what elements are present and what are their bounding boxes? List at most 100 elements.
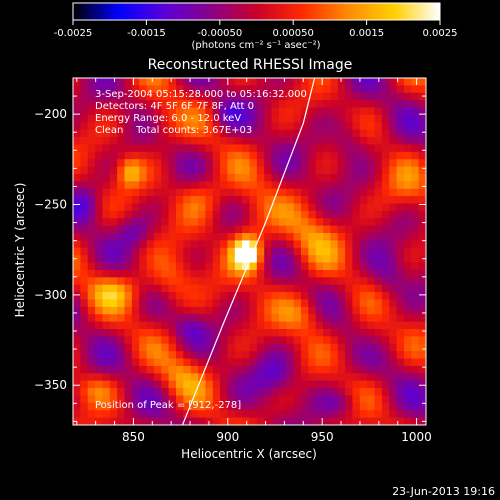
heatmap-cell [205,203,214,212]
heatmap-cell [242,388,251,397]
heatmap-cell [293,137,302,146]
heatmap-cell [374,402,383,411]
heatmap-cell [87,255,96,264]
heatmap-cell [242,373,251,382]
heatmap-cell [131,373,140,382]
heatmap-cell [367,151,376,160]
heatmap-cell [139,299,148,308]
heatmap-cell [337,100,346,109]
heatmap-cell [124,292,133,301]
heatmap-cell [278,284,287,293]
heatmap-cell [234,321,243,330]
heatmap-cell [323,203,331,212]
heatmap-cell [396,122,405,131]
heatmap-cell [308,144,317,153]
heatmap-cell [352,247,361,256]
heatmap-cell [212,321,221,330]
heatmap-cell [175,336,184,345]
heatmap-cell [330,351,339,360]
heatmap-cell [381,247,390,256]
heatmap-cell [234,203,243,212]
heatmap-cell [175,129,184,138]
heatmap-cell [102,358,111,367]
heatmap-cell [330,410,339,419]
heatmap-cell [256,277,265,286]
heatmap-cell [323,92,331,101]
heatmap-cell [146,388,155,397]
heatmap-cell [337,218,346,227]
heatmap-cell [249,410,258,419]
heatmap-cell [323,218,331,227]
heatmap-cell [109,373,118,382]
heatmap-cell [175,351,184,360]
heatmap-cell [234,166,243,175]
heatmap-cell [374,85,383,94]
heatmap-cell [396,402,405,411]
heatmap-cell [190,299,199,308]
heatmap-cell [359,314,368,323]
heatmap-cell [330,336,339,345]
heatmap-cell [175,321,184,330]
heatmap-cell [315,100,324,109]
heatmap-cell [205,351,214,360]
heatmap-cell [117,196,126,205]
heatmap-cell [234,92,243,101]
heatmap-cell [389,380,398,389]
heatmap-cell [102,247,111,256]
heatmap-cell [227,92,236,101]
heatmap-cell [249,196,258,205]
heatmap-cell [330,151,339,160]
heatmap-cell [109,388,118,397]
heatmap-cell [264,181,273,190]
heatmap-cell [220,388,229,397]
heatmap-cell [153,100,162,109]
heatmap-cell [73,284,81,293]
heatmap-cell [345,100,354,109]
heatmap-cell [80,78,89,86]
heatmap-cell [227,380,236,389]
heatmap-cell [205,114,214,123]
x-tick-label: 950 [311,430,334,444]
heatmap-cell [131,292,140,301]
heatmap-cell [146,107,155,116]
heatmap-cell [418,129,426,138]
heatmap-cell [190,329,199,337]
heatmap-cell [95,78,104,86]
heatmap-cell [418,107,426,116]
heatmap-cell [161,269,170,278]
heatmap-cell [249,85,258,94]
heatmap-cell [389,203,398,212]
heatmap-cell [367,137,376,146]
heatmap-cell [278,321,287,330]
heatmap-cell [300,373,309,382]
heatmap-cell [418,292,426,301]
heatmap-cell [102,225,111,234]
heatmap-cell [175,188,184,197]
heatmap-cell [124,365,133,374]
heatmap-cell [308,159,317,168]
heatmap-cell [249,129,258,138]
heatmap-cell [131,114,140,123]
heatmap-cell [220,188,229,197]
heatmap-cell [264,299,273,308]
heatmap-cell [359,365,368,374]
heatmap-cell [161,410,170,419]
heatmap-cell [330,306,339,315]
heatmap-cell [381,417,390,425]
heatmap-cell [271,351,280,360]
heatmap-cell [396,358,405,367]
heatmap-cell [315,107,324,116]
heatmap-cell [131,100,140,109]
heatmap-cell [139,292,148,301]
heatmap-cell [242,218,251,227]
heatmap-cell [205,122,214,131]
heatmap-cell [293,210,302,219]
heatmap-cell [381,373,390,382]
heatmap-cell [153,92,162,101]
heatmap-cell [352,107,361,116]
heatmap-cell [411,129,420,138]
heatmap-cell [330,78,339,86]
heatmap-cell [242,173,251,182]
heatmap-cell [374,262,383,271]
heatmap-cell [117,100,126,109]
